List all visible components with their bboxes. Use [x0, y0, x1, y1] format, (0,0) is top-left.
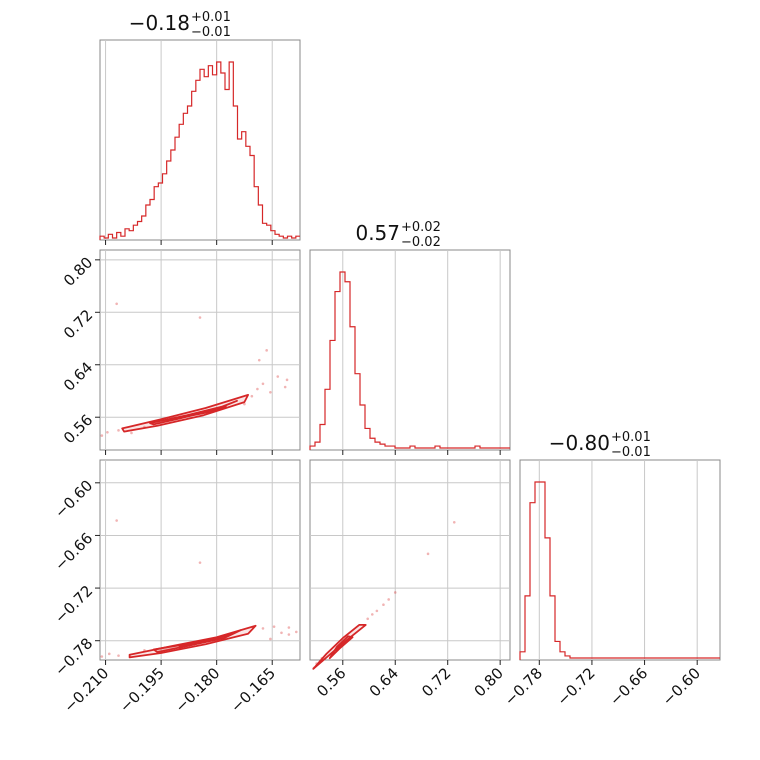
hist-title-plus: +0.01 [191, 10, 231, 25]
panel-frame [309, 459, 511, 661]
scatter-point [130, 431, 133, 435]
hist-panel-1: 0.57 +0.02−0.02 [309, 220, 511, 455]
hist-title-minus: −0.02 [401, 235, 441, 250]
scatter-point [115, 519, 118, 522]
scatter-point [243, 402, 246, 406]
panel-frame [99, 249, 301, 451]
scatter-point [100, 655, 104, 658]
scatter-point [272, 625, 276, 628]
x-tick-label-col2: −0.72 [554, 664, 599, 709]
scatter-point [287, 633, 291, 636]
scatter-point [283, 385, 287, 389]
scatter-point [269, 637, 272, 641]
panel-frame [519, 459, 721, 661]
histogram-line [309, 271, 510, 450]
scatter-point [198, 316, 202, 319]
hist-title-minus: −0.01 [191, 25, 231, 40]
scatter-point [100, 434, 104, 437]
panel-frame [309, 249, 511, 451]
scatter-panel-1 [95, 459, 301, 665]
scatter-point [285, 378, 289, 382]
x-tick-label-col0: −0.165 [227, 664, 279, 716]
scatter-point [269, 390, 272, 394]
x-tick-label-col1: 0.64 [366, 664, 402, 700]
panel-frame [99, 39, 301, 241]
contour-level-2 [174, 405, 227, 420]
x-tick-label-col1: 0.56 [313, 664, 349, 700]
contour-level-0 [128, 624, 257, 659]
y-tick-label-row2: −0.72 [51, 582, 96, 627]
y-tick-label-row1: 0.72 [60, 306, 96, 342]
y-tick-label-row1: 0.56 [60, 411, 96, 447]
scatter-point [294, 630, 298, 634]
scatter-point [107, 652, 111, 656]
scatter-point [370, 613, 374, 616]
histogram-line [519, 481, 720, 660]
hist-panel-0: −0.18 +0.01−0.01 [99, 10, 301, 245]
y-tick-label-row2: −0.60 [51, 476, 96, 521]
histogram-line [99, 61, 300, 240]
scatter-panel-2 [309, 459, 511, 670]
scatter-panel-0 [95, 249, 301, 455]
hist-title-minus: −0.01 [611, 445, 651, 460]
x-tick-label-col2: −0.60 [659, 664, 704, 709]
hist-panel-2: −0.80 +0.01−0.01 [519, 430, 721, 665]
scatter-point [287, 626, 291, 629]
scatter-point [198, 561, 202, 564]
hist-title-value: −0.18 [129, 11, 190, 35]
scatter-point [106, 430, 109, 434]
scatter-point [276, 375, 280, 378]
scatter-point [265, 349, 268, 352]
hist-title-value: −0.80 [549, 431, 610, 455]
panel-frame [99, 459, 301, 661]
scatter-point [115, 302, 118, 306]
x-tick-label-col2: −0.78 [501, 664, 546, 709]
scatter-point [452, 520, 456, 524]
scatter-point [250, 394, 254, 398]
hist-title-plus: +0.02 [401, 220, 441, 235]
scatter-point [375, 609, 379, 613]
scatter-point [117, 429, 120, 432]
hist-title-plus: +0.01 [611, 430, 651, 445]
contour-level-2 [178, 635, 226, 649]
scatter-point [382, 603, 385, 607]
scatter-point [256, 387, 259, 391]
y-tick-label-row1: 0.64 [60, 358, 96, 394]
y-tick-label-row1: 0.80 [60, 253, 96, 289]
scatter-point [261, 382, 265, 386]
scatter-point [261, 627, 265, 630]
scatter-point [387, 598, 390, 601]
contour-level-0 [121, 393, 250, 433]
contour-level-1 [149, 399, 238, 426]
scatter-point [426, 552, 430, 556]
x-tick-label-col1: 0.72 [418, 664, 454, 700]
scatter-point [393, 591, 397, 594]
scatter-point [257, 358, 261, 362]
x-tick-label-col0: −0.195 [116, 664, 168, 716]
x-tick-label-col0: −0.180 [172, 664, 224, 716]
contour-level-2 [335, 642, 346, 653]
scatter-point [280, 631, 283, 635]
x-tick-label-col2: −0.66 [606, 664, 651, 709]
scatter-point [366, 617, 370, 621]
scatter-point [117, 654, 120, 657]
hist-title-value: 0.57 [355, 221, 400, 245]
y-tick-label-row2: −0.66 [51, 529, 96, 574]
